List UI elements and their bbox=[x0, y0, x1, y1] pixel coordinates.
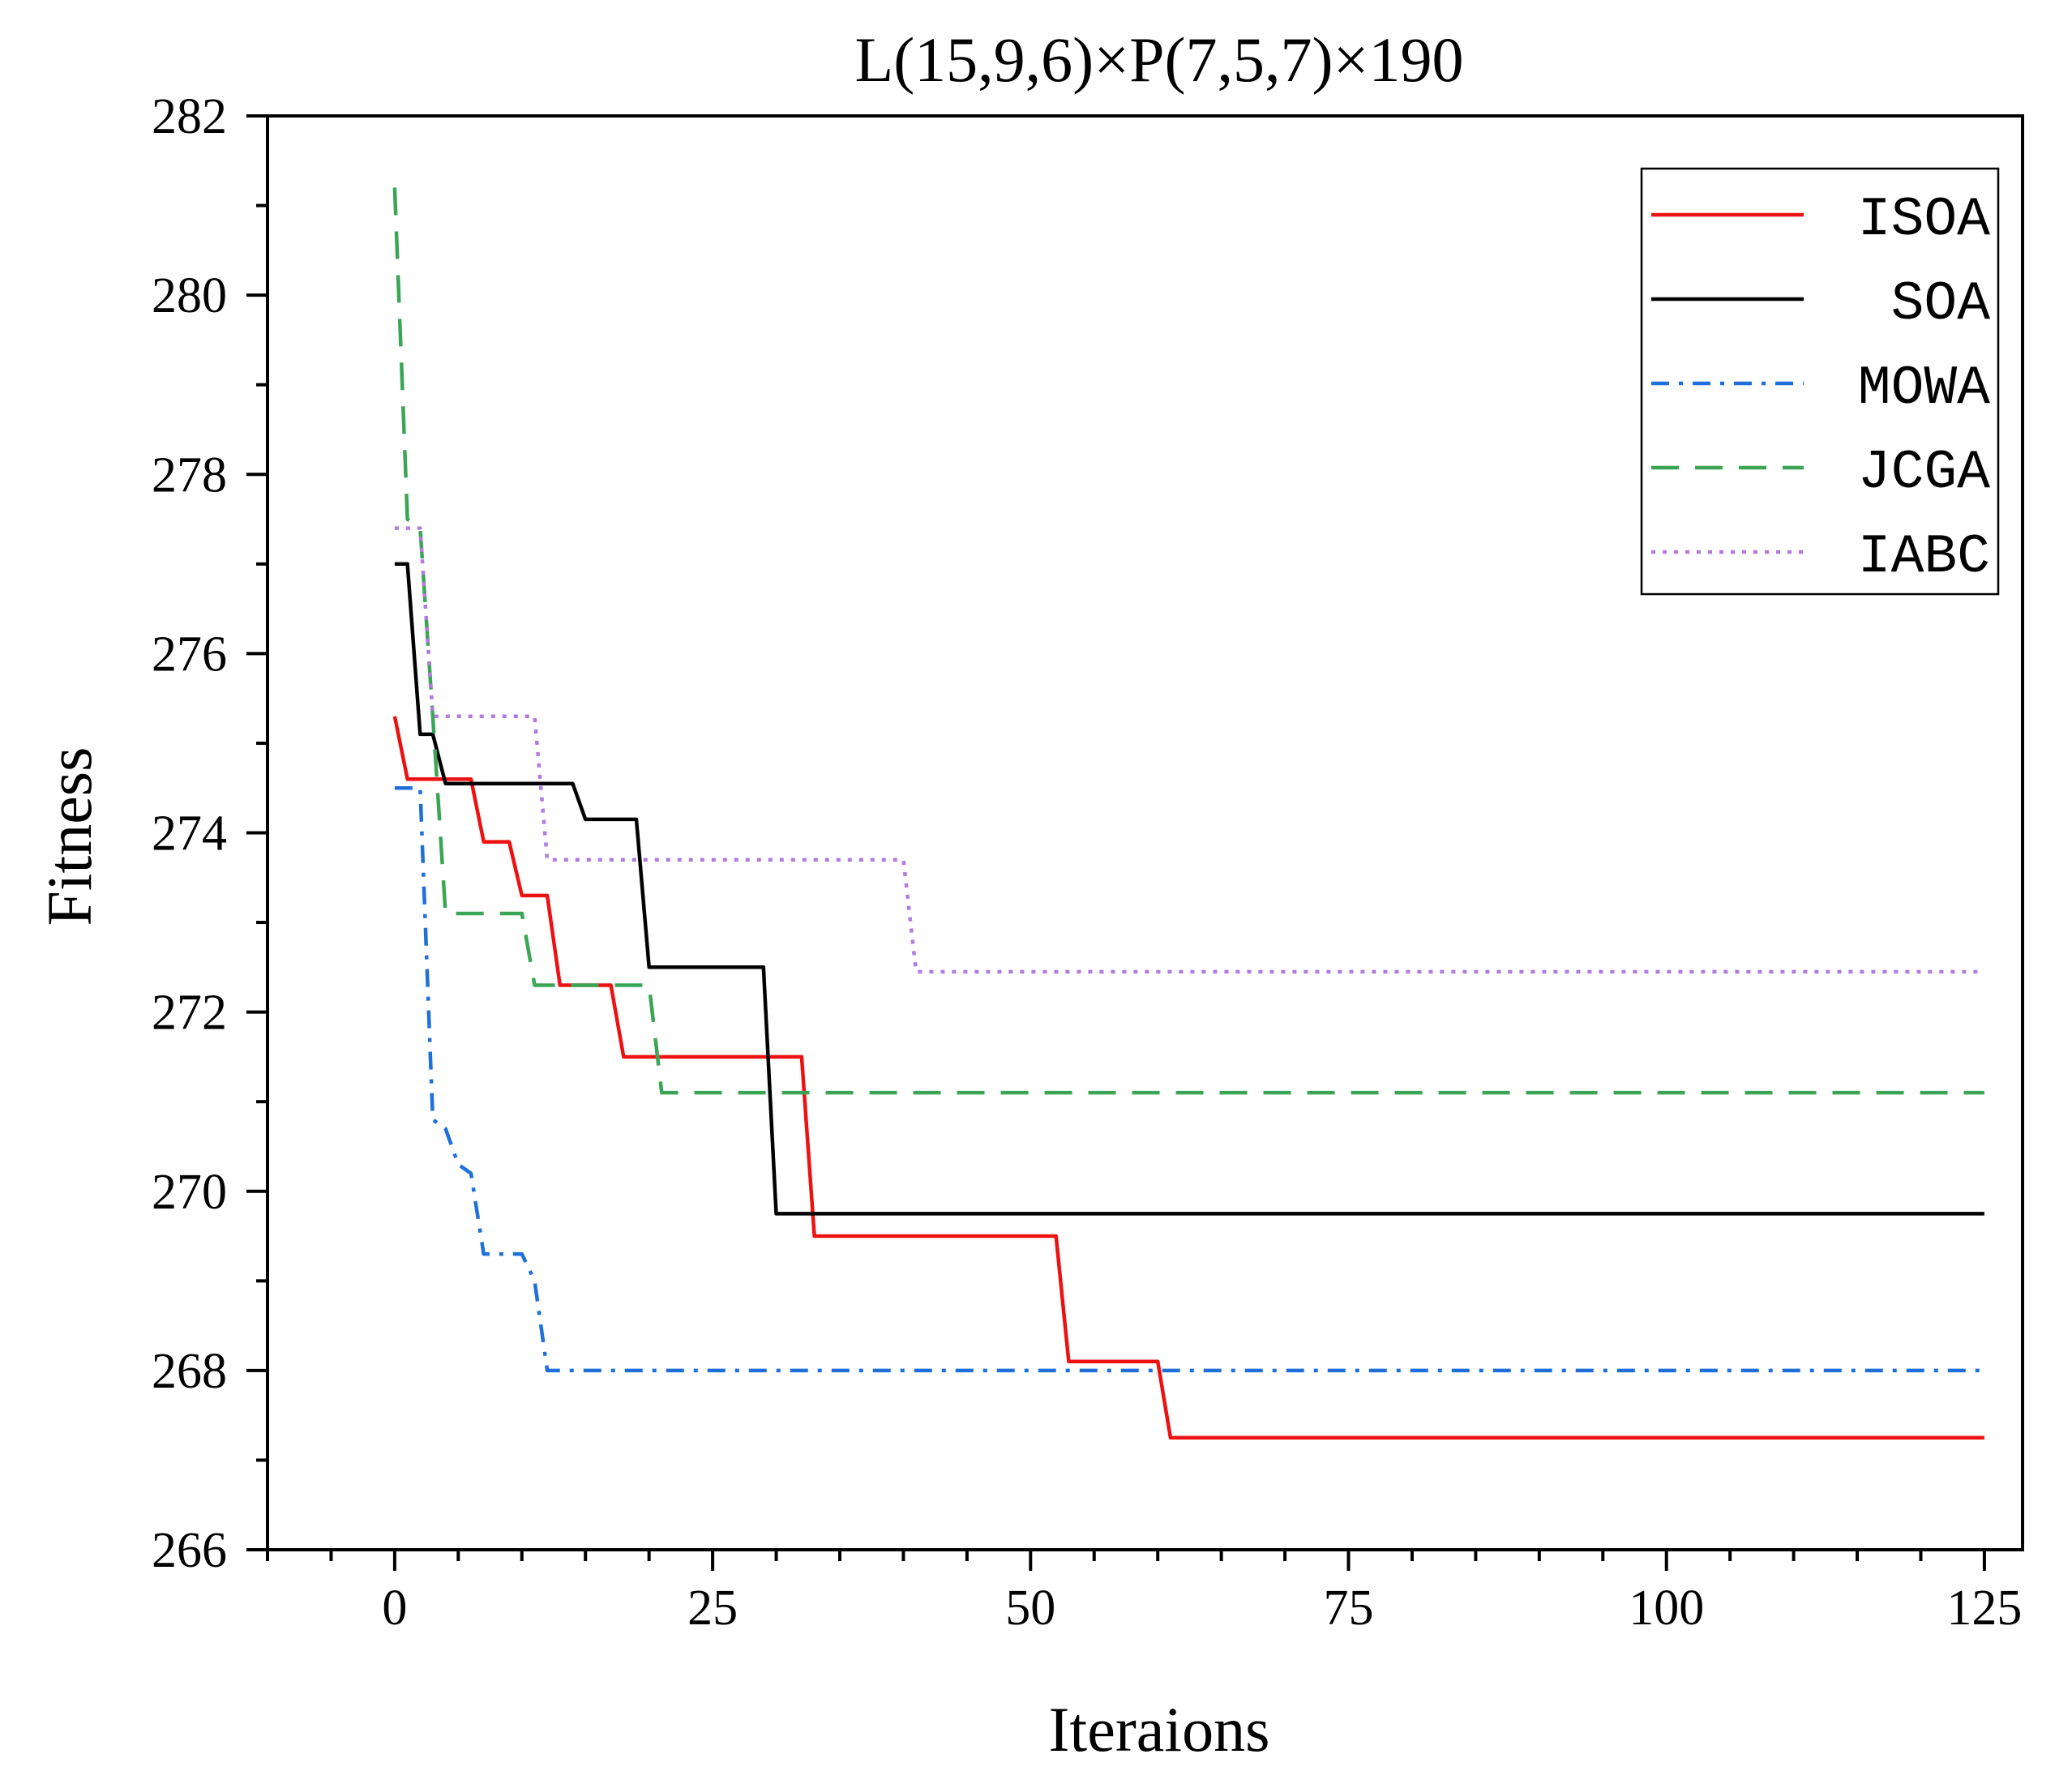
y-tick-label: 276 bbox=[152, 627, 227, 682]
x-tick-label: 50 bbox=[1005, 1581, 1055, 1636]
plot-series bbox=[392, 187, 1984, 1440]
y-tick-label: 272 bbox=[152, 986, 227, 1041]
y-tick-label: 278 bbox=[152, 447, 227, 503]
x-tick-label: 25 bbox=[687, 1581, 738, 1636]
x-tick-label: 125 bbox=[1946, 1581, 2022, 1636]
y-tick-label: 266 bbox=[152, 1523, 227, 1578]
y-axis-label: Fitness bbox=[34, 747, 105, 926]
legend-label-jcga: JCGA bbox=[1858, 442, 1990, 504]
legend-box bbox=[1640, 167, 2000, 596]
chart-title: L(15,9,6)×P(7,5,7)×190 bbox=[855, 24, 1464, 95]
legend: ISOA SOA MOWA JCGA IABC bbox=[1640, 167, 2000, 596]
x-axis-label: Iteraions bbox=[1049, 1694, 1270, 1765]
series-line-iabc bbox=[394, 526, 1984, 974]
y-tick-label: 282 bbox=[152, 89, 227, 144]
legend-label-soa: SOA bbox=[1891, 273, 1991, 336]
x-tick-label: 100 bbox=[1629, 1581, 1704, 1636]
y-tick-label: 274 bbox=[152, 806, 227, 862]
y-tick-label: 268 bbox=[152, 1344, 227, 1399]
legend-label-iabc: IABC bbox=[1858, 526, 1990, 588]
y-tick-label: 280 bbox=[152, 268, 227, 323]
legend-label-isoa: ISOA bbox=[1858, 189, 1990, 251]
series-line-mowa bbox=[394, 785, 1984, 1373]
y-tick-label: 270 bbox=[152, 1165, 227, 1220]
axes: 0 25 50 75 100 125 266 268 270 272 274 276 278 280 282 bbox=[152, 89, 2024, 1636]
legend-label-mowa: MOWA bbox=[1858, 357, 1990, 420]
series-line-soa bbox=[394, 562, 1984, 1216]
series-line-jcga bbox=[392, 187, 1984, 1095]
series-line-isoa bbox=[392, 716, 1984, 1440]
x-tick-label: 75 bbox=[1324, 1581, 1374, 1636]
x-tick-label: 0 bbox=[382, 1581, 407, 1636]
